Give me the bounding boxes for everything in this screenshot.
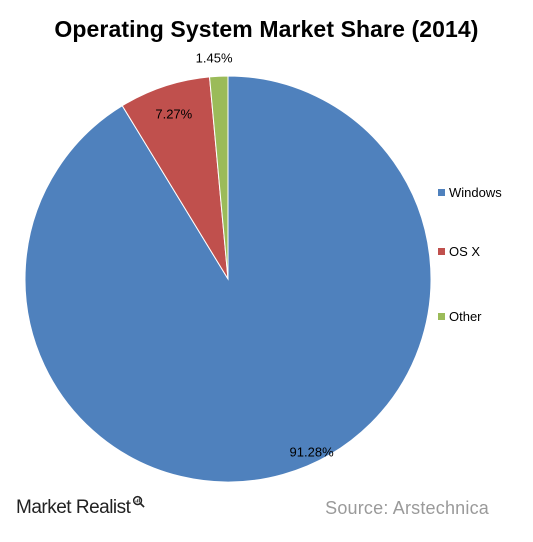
pie-slice-other [208,75,229,280]
legend-label-os-x: OS X [449,243,481,259]
data-label-windows: 91.28% [290,445,335,460]
legend-item-other: Other [438,307,482,325]
legend-label-windows: Windows [449,184,502,200]
source-note: Source: Arstechnica [325,498,489,518]
legend-swatch-windows [438,188,445,196]
legend-swatch-other [438,312,445,320]
legend-swatch-os-x [438,247,445,255]
brand-logo: Market Realist [16,495,146,519]
legend-label-other: Other [449,308,482,324]
legend-item-os-x: OS X [438,242,480,260]
pie-labels: 91.28% 7.27% 1.45% [155,51,334,460]
chart-title: Operating System Market Share (2014) [54,16,479,42]
data-label-other: 1.45% [196,51,233,66]
pie-slices [24,75,432,483]
brand-name: Market Realist [16,497,131,518]
data-label-os-x: 7.27% [155,107,192,122]
legend-item-windows: Windows [438,183,502,201]
magnifier-icon [133,495,146,508]
